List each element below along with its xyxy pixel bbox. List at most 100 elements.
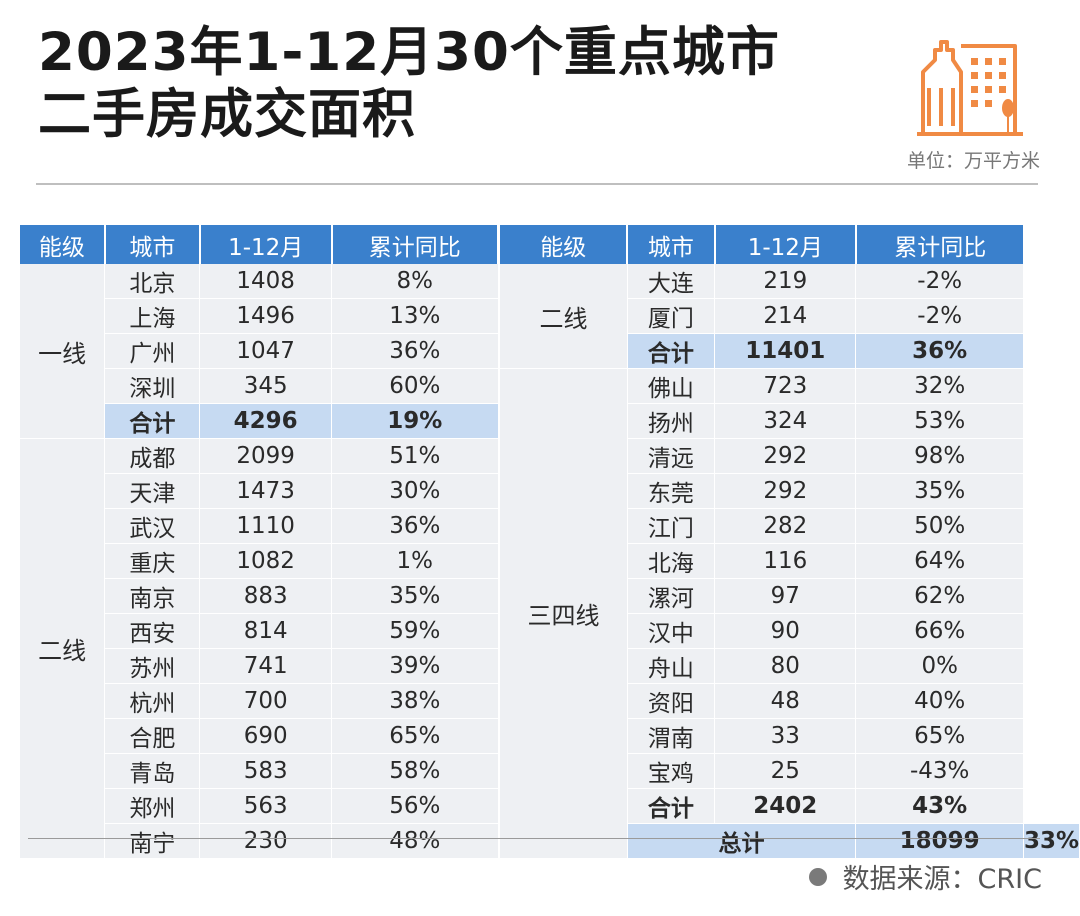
- yoy-cell: 60%: [331, 368, 499, 404]
- city-cell: 佛山: [627, 368, 716, 404]
- page-title: 2023年1-12月30个重点城市 二手房成交面积: [38, 22, 780, 146]
- tier-label: 一线: [20, 264, 106, 439]
- gap-cell: [498, 508, 501, 544]
- table-row: 杭州 700 38% 资阳 48 40%: [20, 683, 1080, 719]
- city-cell: 宝鸡: [627, 753, 716, 789]
- city-cell: 成都: [104, 438, 201, 474]
- city-cell: 漯河: [627, 578, 716, 614]
- value-cell: 883: [199, 578, 332, 614]
- value-cell: 33: [714, 718, 857, 754]
- yoy-cell: -2%: [855, 264, 1024, 299]
- grand-total-yoy: 33%: [1023, 823, 1080, 859]
- city-cell: 武汉: [104, 508, 201, 544]
- gap-cell: [498, 683, 501, 719]
- grand-total-label: 总计: [627, 823, 857, 859]
- city-cell: 舟山: [627, 648, 716, 684]
- yoy-cell: 8%: [331, 264, 499, 299]
- value-cell: 690: [199, 718, 332, 754]
- table-row: 苏州 741 39% 舟山 80 0%: [20, 648, 1080, 684]
- yoy-cell: 48%: [331, 823, 499, 859]
- table-row: 南宁 230 48% 总计 18099 33%: [20, 823, 1080, 859]
- subtotal-city: 合计: [104, 403, 201, 439]
- city-cell: 北海: [627, 543, 716, 579]
- value-cell: 1082: [199, 543, 332, 579]
- title-line-2: 二手房成交面积: [38, 84, 416, 145]
- value-cell: 1408: [199, 264, 332, 299]
- header-tier: 能级: [500, 225, 629, 264]
- table-row: 广州 1047 36% 合计 11401 36%: [20, 333, 1080, 369]
- table-row: 西安 814 59% 汉中 90 66%: [20, 613, 1080, 649]
- value-cell: 583: [199, 753, 332, 789]
- table-header-row: 能级 城市 1-12月 累计同比 能级 城市 1-12月 累计同比: [20, 225, 1080, 264]
- table-row: 二线 成都 2099 51% 清远 292 98%: [20, 438, 1080, 859]
- city-cell: 青岛: [104, 753, 201, 789]
- city-cell: 广州: [104, 333, 201, 369]
- value-cell: 563: [199, 788, 332, 824]
- header-city: 城市: [104, 225, 201, 264]
- city-cell: 东莞: [627, 473, 716, 509]
- header-period: 1-12月: [714, 225, 857, 264]
- city-cell: 厦门: [627, 298, 716, 334]
- value-cell: 80: [714, 648, 857, 684]
- yoy-cell: 40%: [855, 683, 1024, 719]
- yoy-cell: 56%: [331, 788, 499, 824]
- gap-cell: [498, 788, 501, 824]
- value-cell: 97: [714, 578, 857, 614]
- gap-cell: [498, 438, 501, 474]
- city-cell: 北京: [104, 264, 201, 299]
- subtotal-yoy: 36%: [855, 333, 1024, 369]
- yoy-cell: 58%: [331, 753, 499, 789]
- city-cell: 南宁: [104, 823, 201, 859]
- value-cell: 814: [199, 613, 332, 649]
- yoy-cell: 65%: [331, 718, 499, 754]
- yoy-cell: -2%: [855, 298, 1024, 334]
- value-cell: 1496: [199, 298, 332, 334]
- value-cell: 741: [199, 648, 332, 684]
- bottom-divider: [28, 838, 1040, 839]
- gap-cell: [498, 403, 501, 439]
- subtotal-value: 2402: [714, 788, 857, 824]
- value-cell: 292: [714, 438, 857, 474]
- city-cell: 大连: [627, 264, 716, 299]
- city-cell: 上海: [104, 298, 201, 334]
- subtotal-value: 4296: [199, 403, 332, 439]
- value-cell: 292: [714, 473, 857, 509]
- table-row: 一线 北京 1408 8% 二线 大连 219 -2%: [20, 264, 1080, 439]
- tier-label: 二线: [500, 264, 628, 369]
- table-row: 青岛 583 58% 宝鸡 25 -43%: [20, 753, 1080, 789]
- gap-cell: [498, 473, 501, 509]
- yoy-cell: 98%: [855, 438, 1024, 474]
- header-yoy: 累计同比: [855, 225, 1024, 264]
- subtotal-yoy: 43%: [855, 788, 1024, 824]
- value-cell: 2099: [199, 438, 332, 474]
- yoy-cell: -43%: [855, 753, 1024, 789]
- city-cell: 汉中: [627, 613, 716, 649]
- value-cell: 219: [714, 264, 857, 299]
- city-cell: 苏州: [104, 648, 201, 684]
- table-row: 重庆 1082 1% 北海 116 64%: [20, 543, 1080, 579]
- city-cell: 资阳: [627, 683, 716, 719]
- subtotal-city: 合计: [627, 788, 716, 824]
- tier-label: 二线: [20, 438, 106, 859]
- header-tier: 能级: [20, 225, 106, 264]
- yoy-cell: 64%: [855, 543, 1024, 579]
- title-line-1: 2023年1-12月30个重点城市: [38, 22, 780, 83]
- header-yoy: 累计同比: [331, 225, 500, 264]
- value-cell: 700: [199, 683, 332, 719]
- value-cell: 116: [714, 543, 857, 579]
- value-cell: 230: [199, 823, 332, 859]
- bullet-icon: [808, 867, 827, 886]
- value-cell: 1473: [199, 473, 332, 509]
- yoy-cell: 35%: [331, 578, 499, 614]
- yoy-cell: 39%: [331, 648, 499, 684]
- unit-label: 单位：万平方米: [906, 150, 1040, 172]
- city-cell: 郑州: [104, 788, 201, 824]
- table-row: 合计 4296 19% 扬州 324 53%: [20, 403, 1080, 439]
- yoy-cell: 32%: [855, 368, 1024, 404]
- city-cell: 渭南: [627, 718, 716, 754]
- subtotal-yoy: 19%: [331, 403, 499, 439]
- table-row: 郑州 563 56% 合计 2402 43%: [20, 788, 1080, 824]
- gap-cell: [498, 578, 501, 614]
- city-cell: 深圳: [104, 368, 201, 404]
- gap-cell: [498, 718, 501, 754]
